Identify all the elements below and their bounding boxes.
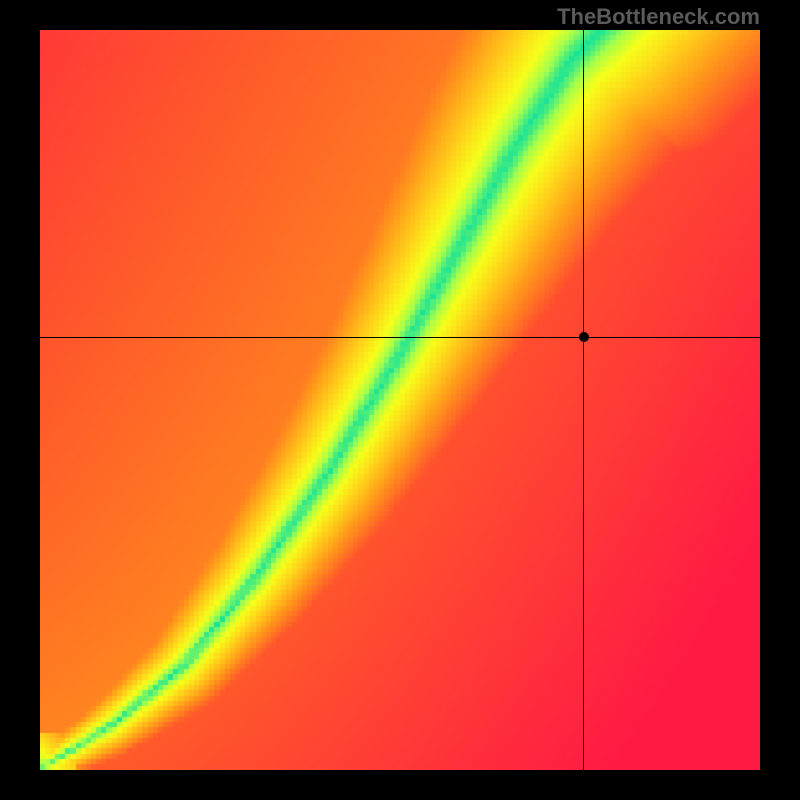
crosshair-horizontal-line	[40, 337, 760, 338]
crosshair-marker-dot	[579, 332, 589, 342]
crosshair-vertical-line	[583, 30, 584, 770]
watermark-text: TheBottleneck.com	[557, 4, 760, 30]
bottleneck-heatmap	[40, 30, 760, 770]
